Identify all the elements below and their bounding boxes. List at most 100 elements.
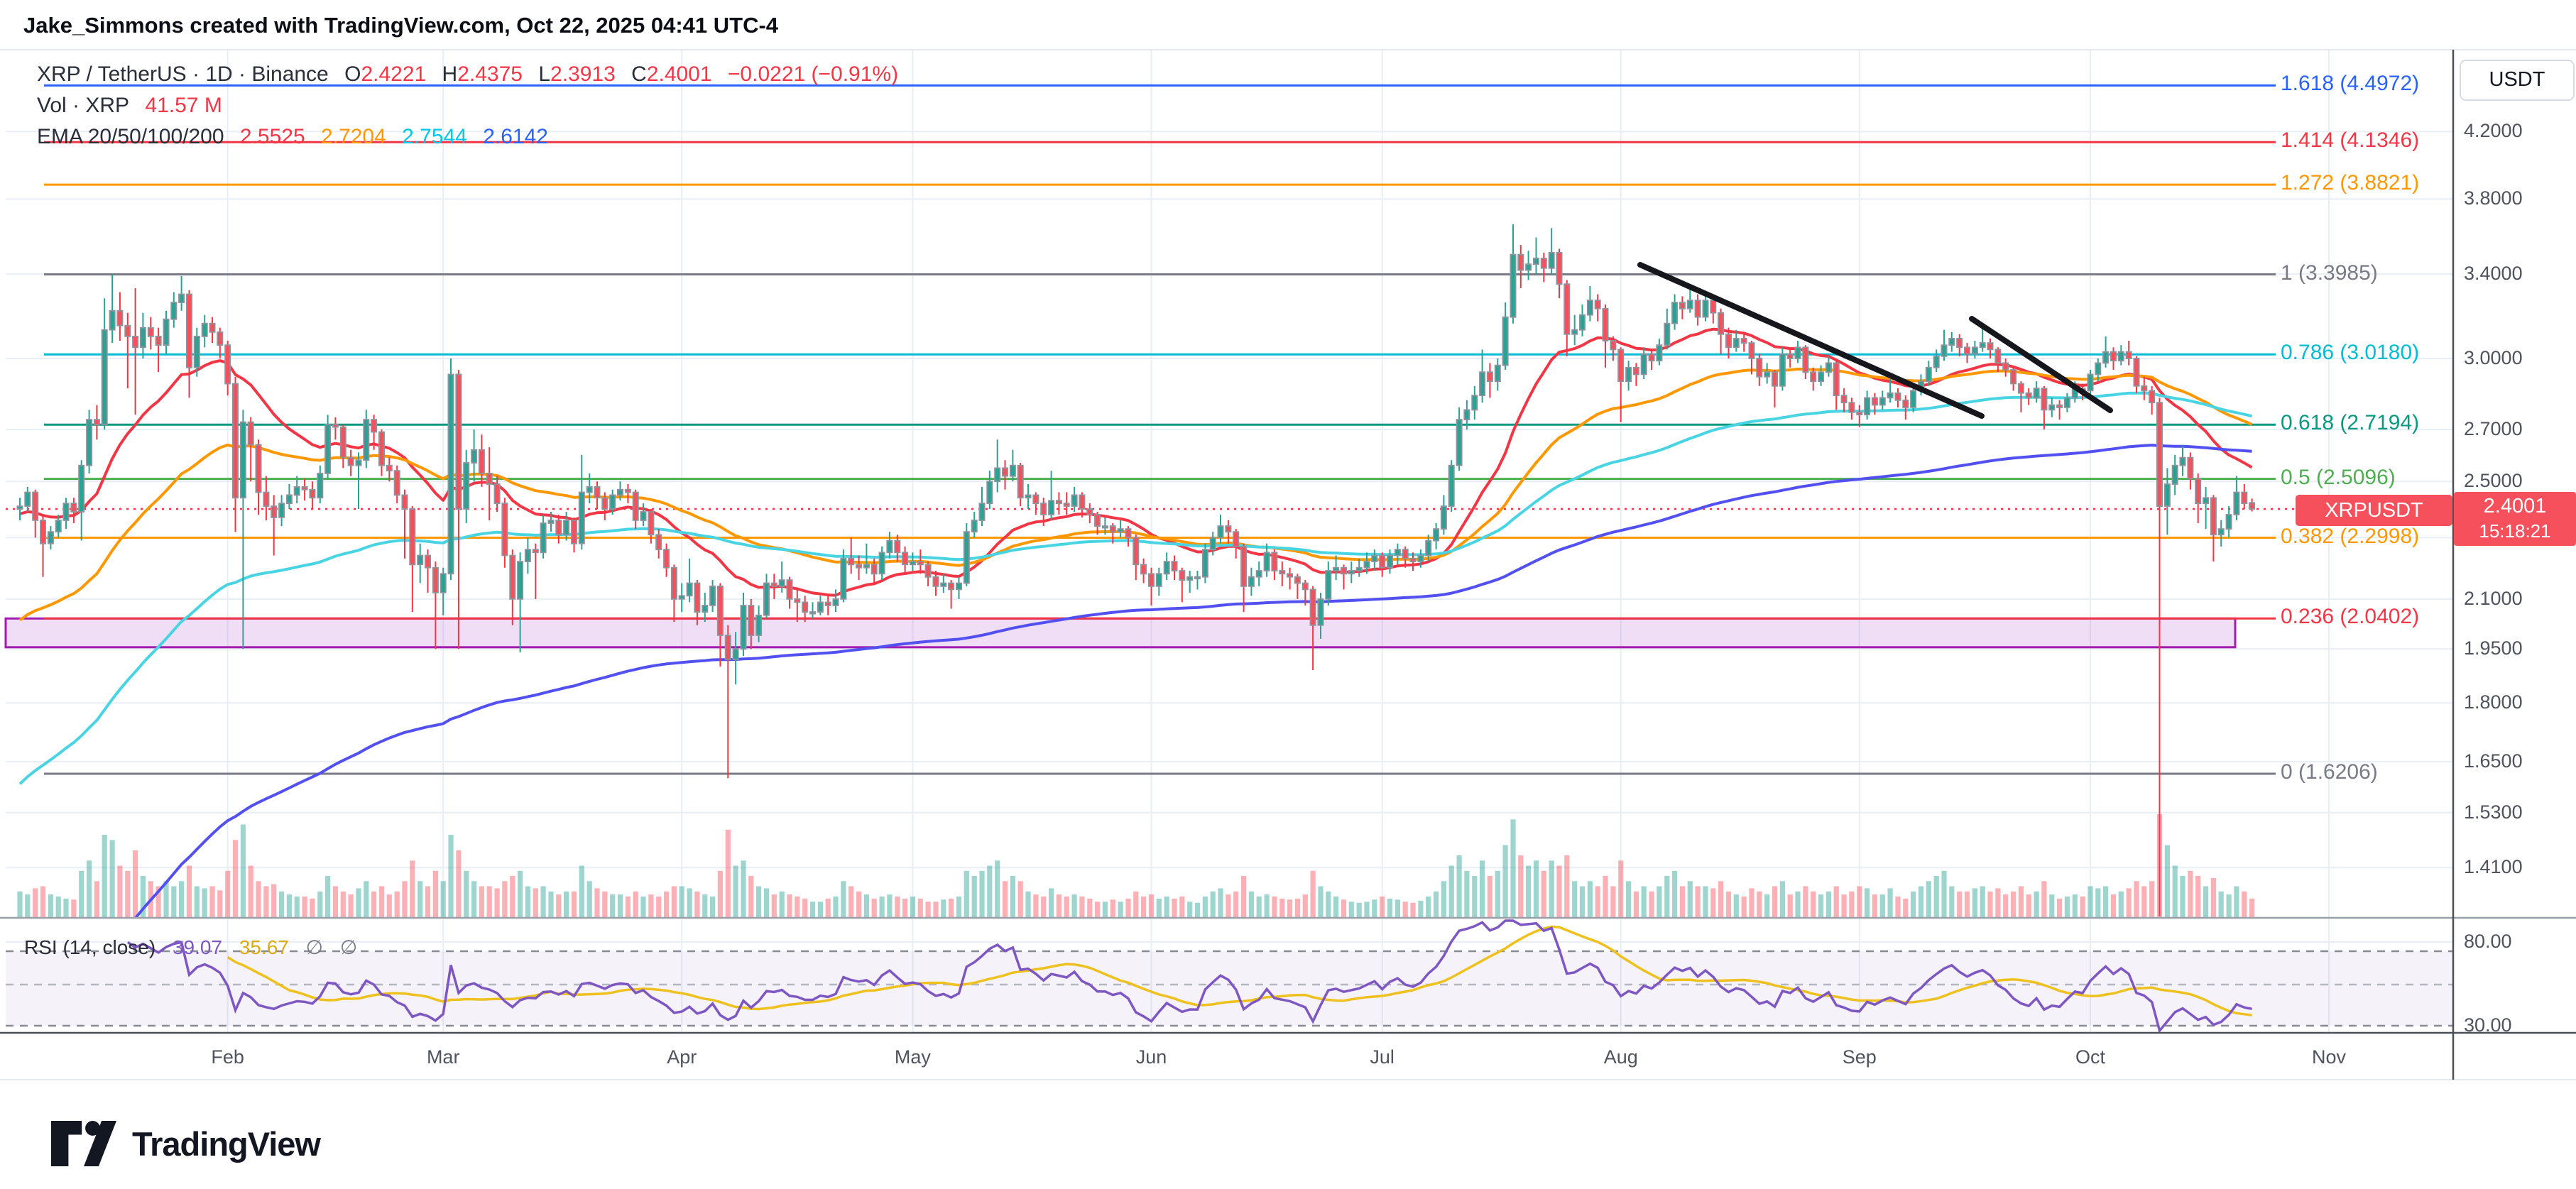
volume-bar [417,881,423,918]
candle-body [1656,344,1663,362]
candle-body [794,598,801,603]
rsi-line[interactable] [126,919,2252,1034]
price-tick-label: 3.0000 [2464,347,2523,369]
ema20-line[interactable] [19,327,2253,597]
candle-body [1402,549,1409,559]
volume-bar [1695,886,1701,917]
volume-bar [1772,886,1778,917]
volume-bar [2095,888,2101,917]
ema50-line[interactable] [18,367,2253,622]
volume-bar [1865,888,1870,917]
tradingview-logo[interactable]: TradingView [51,1120,321,1167]
candle-body [2056,404,2063,408]
candle-body [1679,302,1686,309]
month-tick-label: Sep [1842,1046,1877,1068]
candle-body [1463,409,1470,421]
volume-bar [440,881,446,918]
candle-body [409,508,416,566]
candle-body [578,491,585,544]
candle-body [24,491,31,507]
ema-legend-row[interactable]: EMA 20/50/100/200 2.5525 2.7204 2.7544 2… [37,125,558,149]
candle-body [1425,539,1432,557]
volume-bar [364,881,369,918]
candle-body [2233,491,2240,515]
volume-bar [1518,855,1524,917]
volume-bar [925,902,931,918]
rsi-indicator-legend[interactable]: RSI (14, close) 39.07 35.67 ∅ ∅ [24,936,369,959]
candle-body [301,486,308,491]
volume-bar [1749,888,1754,917]
candle-body [1887,392,1894,399]
volume-bar [1387,898,1393,917]
currency-unit-button[interactable]: USDT [2460,60,2575,101]
candle-body [78,464,85,513]
fib-level-label: 1 (3.3985) [2281,261,2378,285]
volume-bar [1402,902,1408,918]
candle-body [355,459,362,466]
volume-bar [1549,860,1554,918]
candle-body [1756,358,1763,378]
volume-bar [848,886,854,917]
candle-body [1840,395,1848,404]
volume-bar [2034,891,2039,918]
rsi-tick-label: 30.00 [2464,1014,2512,1036]
volume-bar [1318,886,1324,917]
volume-bar [194,886,200,917]
candle-body [532,549,539,554]
month-tick-label: Jun [1135,1046,1167,1068]
candle-body [2203,497,2210,504]
candle-body [447,373,454,575]
volume-bar [1795,891,1801,918]
candle-body [239,421,246,499]
volume-bar [1287,899,1293,917]
candle-body [32,491,39,521]
volume-bar [625,897,631,917]
candle-body [586,486,593,493]
candle-body [1433,528,1440,542]
volume-bar [1426,897,1431,917]
volume-bar [356,888,361,917]
candle-body [1825,362,1832,373]
volume-bar [648,894,654,917]
drawn-trendline[interactable] [1969,316,2113,413]
volume-bar [1895,897,1901,917]
support-zone-band[interactable] [4,617,2237,649]
candle-body [1971,346,1978,355]
ema100-line[interactable] [18,391,2253,785]
low-value: 2.3913 [550,62,616,86]
candle-body [1510,253,1517,318]
volume-bar [1679,886,1685,917]
candle-body [894,539,901,554]
volume-bar [1472,876,1478,917]
volume-bar [1033,894,1039,917]
rsi-band-fill [6,951,2453,1026]
candle-body [147,327,154,337]
candle-body [2179,456,2186,466]
volume-bar [1141,897,1147,917]
volume-bar [856,891,862,918]
volume-bar [163,881,169,918]
last-price-axis-badge: 2.4001 15:18:21 [2454,492,2576,546]
drawn-trendline[interactable] [1637,262,1985,419]
candle-body [1032,494,1039,505]
volume-bar [987,865,993,917]
volume-bar [2134,881,2139,918]
candle-body [1471,395,1478,411]
volume-bar [271,884,277,917]
candle-body [1771,371,1778,387]
candle-body [2002,362,2009,371]
candle-body [386,464,393,472]
symbol-legend-row[interactable]: XRP / TetherUS · 1D · Binance O2.4221 H2… [37,62,908,87]
volume-bar [1903,898,1909,917]
volume-bar [425,886,431,917]
volume-legend-row[interactable]: Vol · XRP 41.57 M [37,94,232,118]
candle-body [1125,528,1132,539]
volume-bar [633,891,638,918]
volume-bar [1510,819,1516,918]
candle-body [2102,351,2110,364]
volume-bar [432,870,438,918]
candle-body [786,579,793,600]
volume-bar [1803,886,1808,917]
ema200-line[interactable] [20,444,2252,1046]
